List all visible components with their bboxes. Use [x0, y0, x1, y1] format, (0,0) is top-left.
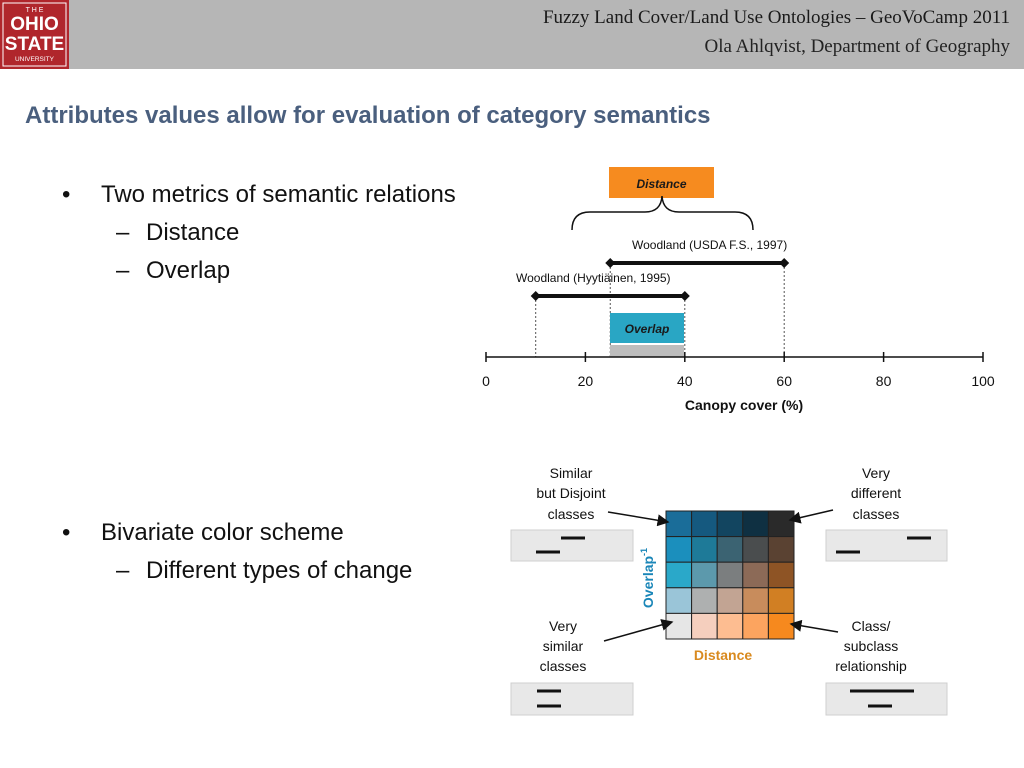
label-line: classes — [540, 658, 587, 674]
logo-ohio: OHIO — [10, 14, 59, 35]
grid-cell — [691, 587, 718, 614]
grid-cell — [665, 561, 693, 589]
woodland-usda-start-diamond — [605, 258, 616, 268]
x-tick-label: 0 — [482, 373, 490, 389]
label-very-different: Very different classes — [851, 465, 901, 522]
woodland-hyytiainen-label: Woodland (Hyytiäinen, 1995) — [516, 271, 671, 285]
grid-cell — [716, 587, 744, 614]
dash-marker: – — [116, 257, 130, 284]
sub-bullet-distance-text: Distance — [146, 219, 240, 246]
arrow-very-similar — [603, 619, 674, 642]
bullet-marker: • — [62, 519, 71, 546]
distance-brace — [571, 195, 754, 231]
label-line: classes — [548, 506, 595, 522]
grid-cell — [742, 510, 769, 538]
arrow-similar-disjoint — [607, 511, 670, 527]
overlap-band — [610, 345, 684, 357]
sub-bullet-overlap-text: Overlap — [146, 257, 231, 284]
label-line: Similar — [550, 465, 593, 481]
grid-cell — [691, 561, 718, 589]
x-tick-label: 60 — [776, 373, 792, 389]
x-axis-label: Canopy cover (%) — [685, 397, 803, 413]
grid-cell — [665, 612, 693, 640]
grid-cell — [767, 536, 795, 563]
woodland-hyytiainen-end-diamond — [679, 291, 690, 301]
distance-box-label: Distance — [636, 177, 686, 191]
sub-bullet-distance: – Distance — [116, 219, 316, 249]
bullet-metrics-text: Two metrics of semantic relations — [101, 181, 456, 208]
label-line: similar — [543, 638, 584, 654]
grid-cell — [742, 561, 769, 589]
bullet-marker: • — [62, 181, 71, 208]
arrow-class-subclass — [789, 619, 839, 633]
x-tick-label: 100 — [971, 373, 995, 389]
grid-cell — [716, 536, 744, 563]
grid-cell — [742, 612, 769, 640]
grid-cell — [665, 510, 693, 538]
label-line: Very — [862, 465, 890, 481]
grid-cell — [665, 587, 693, 614]
grid-cell — [716, 612, 744, 640]
grid-cell — [665, 536, 693, 563]
sub-bullet-change-text: Different types of change — [146, 557, 413, 584]
woodland-hyytiainen-start-diamond — [530, 291, 541, 301]
example-very-similar — [510, 682, 634, 716]
grid-cell — [742, 536, 769, 563]
distance-axis-label: Distance — [694, 647, 753, 663]
dash-marker: – — [116, 557, 130, 584]
woodland-usda-end-diamond — [779, 258, 790, 268]
overlap-axis-superscript: -1 — [639, 548, 649, 556]
example-class-subclass — [825, 682, 948, 716]
sub-bullet-overlap: – Overlap — [116, 257, 316, 287]
grid-cell — [691, 536, 718, 563]
label-line: subclass — [844, 638, 898, 654]
arrow-very-different — [788, 509, 834, 524]
x-tick-label: 80 — [876, 373, 892, 389]
label-class-subclass: Class/ subclass relationship — [835, 618, 907, 674]
grid-cell — [716, 561, 744, 589]
header-bar: T H E OHIO STATE UNIVERSITY Fuzzy Land C… — [0, 0, 1024, 69]
example-very-different — [825, 529, 948, 562]
presenter-name: Ola Ahlqvist, Department of Geography — [704, 36, 1010, 57]
grid-cell — [691, 612, 718, 640]
overlap-axis-label: Overlap-1 — [639, 548, 656, 608]
label-line: relationship — [835, 658, 907, 674]
bullet-metrics: • Two metrics of semantic relations — [62, 181, 532, 211]
label-line: Very — [549, 618, 577, 634]
dash-marker: – — [116, 219, 130, 246]
overlap-box-label: Overlap — [625, 322, 670, 336]
bivariate-grid — [665, 510, 795, 640]
woodland-usda-label: Woodland (USDA F.S., 1997) — [632, 238, 787, 252]
label-line: different — [851, 485, 901, 501]
logo-state: STATE — [5, 34, 64, 55]
logo-the: T H E — [26, 7, 44, 14]
label-very-similar: Very similar classes — [540, 618, 587, 674]
label-line: but Disjoint — [536, 485, 605, 501]
ohio-state-logo: T H E OHIO STATE UNIVERSITY — [0, 0, 69, 69]
grid-cell — [716, 510, 744, 538]
label-similar-disjoint: Similar but Disjoint classes — [536, 465, 605, 522]
label-line: classes — [853, 506, 900, 522]
grid-cell — [767, 612, 795, 640]
grid-cell — [767, 510, 795, 538]
x-axis-ticks: 0 20 40 60 80 100 — [482, 352, 995, 389]
distance-box — [609, 167, 714, 198]
example-similar-disjoint — [510, 529, 634, 562]
overlap-box — [610, 313, 684, 343]
grid-cell — [767, 561, 795, 589]
x-tick-label: 20 — [578, 373, 594, 389]
presentation-title: Fuzzy Land Cover/Land Use Ontologies – G… — [542, 7, 1010, 28]
overlap-axis-text: Overlap — [640, 556, 656, 608]
bullet-color-scheme: • Bivariate color scheme — [62, 519, 462, 549]
bullet-color-scheme-text: Bivariate color scheme — [101, 519, 344, 546]
grid-cell — [767, 587, 795, 614]
label-line: Class/ — [852, 618, 891, 634]
sub-bullet-change: – Different types of change — [116, 557, 476, 587]
grid-cell — [691, 510, 718, 538]
grid-cell — [742, 587, 769, 614]
logo-university: UNIVERSITY — [15, 56, 55, 63]
range-marks — [530, 258, 790, 357]
x-tick-label: 40 — [677, 373, 693, 389]
slide-title: Attributes values allow for evaluation o… — [25, 102, 711, 129]
